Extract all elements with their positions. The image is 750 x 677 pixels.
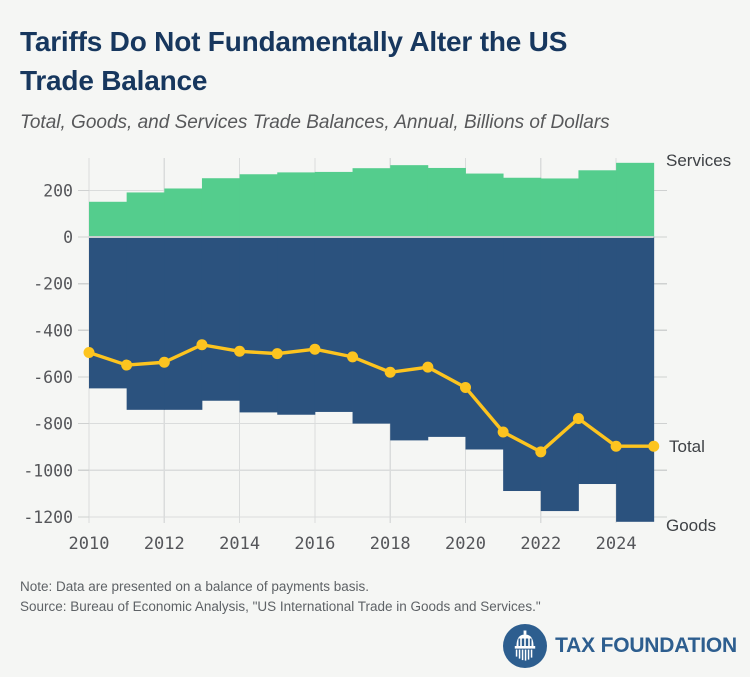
total-point: [460, 381, 471, 393]
goods-bar: [239, 237, 278, 413]
total-point: [271, 348, 283, 360]
services-series-label: Services: [666, 151, 731, 170]
x-tick-label: 2016: [294, 534, 335, 554]
tax-foundation-logo: TAX FOUNDATION: [503, 623, 737, 669]
y-tick-label: -400: [33, 321, 73, 340]
total-point: [347, 351, 359, 363]
title-line-2: Trade Balance: [20, 65, 208, 96]
y-tick-label: -1000: [23, 461, 73, 480]
goods-bar: [427, 237, 466, 437]
y-tick-label: 0: [63, 228, 73, 247]
total-line: [87, 343, 656, 454]
services-bar: [164, 188, 203, 237]
services-bar: [465, 173, 504, 237]
total-point: [196, 339, 208, 351]
total-point: [158, 356, 170, 368]
services-bar: [540, 178, 579, 237]
total-series-label: Total: [669, 437, 705, 456]
x-tick-label: 2024: [596, 534, 637, 554]
x-tick-label: 2022: [520, 534, 561, 554]
y-tick-label: -1200: [23, 508, 73, 527]
total-point: [648, 440, 660, 452]
total-point: [610, 440, 622, 452]
capitol-dome-icon: [503, 624, 548, 668]
logo-wordmark: TAX FOUNDATION: [555, 634, 737, 657]
services-bar: [503, 177, 542, 237]
total-point: [384, 366, 396, 378]
services-bar: [239, 174, 278, 237]
goods-bar: [465, 237, 504, 450]
total-point: [83, 346, 95, 358]
goods-bar: [390, 237, 429, 441]
goods-bar: [616, 237, 655, 522]
services-bar: [352, 168, 391, 237]
goods-series-label: Goods: [666, 516, 716, 535]
x-tick-label: 2018: [370, 534, 411, 554]
goods-bar: [126, 237, 165, 410]
goods-bar: [277, 237, 316, 415]
services-bar: [390, 165, 429, 237]
services-bar: [578, 170, 617, 237]
services-bar: [616, 162, 655, 237]
goods-bar: [352, 237, 391, 424]
services-bar: [201, 178, 240, 237]
services-bar: [126, 192, 165, 237]
goods-bar: [540, 237, 579, 512]
footnotes: Note: Data are presented on a balance of…: [20, 577, 660, 617]
x-tick-label: 2020: [445, 534, 486, 554]
page-title: Tariffs Do Not Fundamentally Alter the U…: [20, 22, 720, 100]
note-text: Note: Data are presented on a balance of…: [20, 579, 369, 594]
x-tick-label: 2010: [69, 534, 110, 554]
goods-bar: [314, 237, 353, 412]
total-point: [572, 412, 584, 424]
source-text: Source: Bureau of Economic Analysis, "US…: [20, 599, 541, 614]
y-tick-label: -800: [33, 415, 73, 434]
goods-bar: [201, 237, 240, 401]
y-tick-label: -600: [33, 368, 73, 387]
y-tick-label: 200: [43, 181, 73, 200]
y-tick-label: -200: [33, 275, 73, 294]
total-point: [121, 359, 133, 371]
total-point: [497, 426, 509, 438]
goods-bar: [164, 237, 203, 410]
total-point: [309, 343, 321, 355]
title-line-1: Tariffs Do Not Fundamentally Alter the U…: [20, 26, 568, 57]
services-bar: [427, 167, 466, 237]
services-bar: [314, 171, 353, 237]
total-point: [422, 361, 434, 373]
trade-balance-chart: 200 0 -200 -400 -600 -800 -1000 -1200 2010 2012 20…: [0, 148, 750, 573]
chart-subtitle: Total, Goods, and Services Trade Balance…: [20, 112, 610, 133]
services-bar: [89, 201, 128, 237]
total-point: [234, 345, 246, 357]
total-point: [535, 446, 547, 458]
x-tick-label: 2014: [219, 534, 260, 554]
services-bar: [277, 172, 316, 237]
x-tick-label: 2012: [144, 534, 185, 554]
